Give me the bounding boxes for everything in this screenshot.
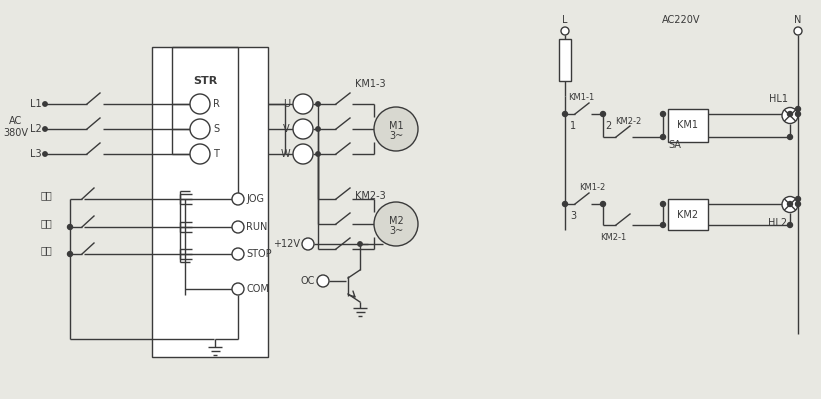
Circle shape: [782, 196, 798, 213]
Circle shape: [190, 94, 210, 114]
Circle shape: [661, 223, 666, 227]
Text: HL2: HL2: [768, 217, 787, 227]
Circle shape: [796, 111, 800, 117]
Text: KM1-3: KM1-3: [355, 79, 385, 89]
Text: 1: 1: [570, 121, 576, 131]
Circle shape: [661, 111, 666, 117]
Circle shape: [562, 201, 567, 207]
Circle shape: [67, 251, 72, 257]
Text: 3: 3: [570, 211, 576, 221]
Circle shape: [787, 134, 792, 140]
Bar: [152, 47, 268, 357]
Bar: [668, 109, 708, 142]
Circle shape: [232, 221, 244, 233]
Circle shape: [661, 201, 666, 207]
Text: L1: L1: [30, 99, 42, 109]
Text: STR: STR: [193, 76, 217, 86]
Text: RUN: RUN: [246, 222, 268, 232]
Text: KM1-1: KM1-1: [568, 93, 594, 101]
Text: S: S: [213, 124, 219, 134]
Circle shape: [796, 196, 800, 201]
Text: OC: OC: [300, 276, 315, 286]
Text: R: R: [213, 99, 220, 109]
Circle shape: [43, 102, 47, 106]
Text: KM2-3: KM2-3: [355, 191, 385, 201]
Text: AC
380V: AC 380V: [3, 116, 29, 138]
Bar: [559, 39, 571, 81]
Circle shape: [561, 27, 569, 35]
Circle shape: [787, 111, 792, 117]
Circle shape: [600, 111, 606, 117]
Circle shape: [796, 107, 800, 111]
Circle shape: [316, 102, 320, 106]
Circle shape: [43, 127, 47, 131]
Text: JOG: JOG: [246, 194, 264, 204]
Text: N: N: [794, 15, 801, 25]
Circle shape: [374, 202, 418, 246]
Text: KM2-2: KM2-2: [615, 117, 641, 126]
Text: HL1: HL1: [768, 95, 787, 105]
Text: T: T: [213, 149, 219, 159]
Text: KM2: KM2: [677, 209, 699, 219]
Circle shape: [232, 283, 244, 295]
Text: W: W: [281, 149, 290, 159]
Circle shape: [293, 94, 313, 114]
Circle shape: [293, 144, 313, 164]
Circle shape: [232, 248, 244, 260]
Text: V: V: [283, 124, 290, 134]
Text: AC220V: AC220V: [663, 15, 701, 25]
Circle shape: [317, 275, 329, 287]
Text: U: U: [283, 99, 290, 109]
Circle shape: [190, 144, 210, 164]
Text: 点动: 点动: [40, 190, 52, 200]
Circle shape: [562, 111, 567, 117]
Text: 3~: 3~: [389, 131, 403, 141]
Circle shape: [190, 119, 210, 139]
Circle shape: [316, 152, 320, 156]
Circle shape: [232, 193, 244, 205]
Text: L: L: [562, 15, 568, 25]
Text: COM: COM: [246, 284, 268, 294]
Circle shape: [293, 119, 313, 139]
Circle shape: [358, 242, 362, 246]
Circle shape: [782, 107, 798, 124]
Text: 启动: 启动: [40, 218, 52, 228]
Text: KM1: KM1: [677, 120, 699, 130]
Circle shape: [796, 201, 800, 207]
Circle shape: [43, 152, 47, 156]
Text: L3: L3: [30, 149, 42, 159]
Circle shape: [374, 107, 418, 151]
Circle shape: [661, 134, 666, 140]
Text: 停止: 停止: [40, 245, 52, 255]
Text: +12V: +12V: [273, 239, 300, 249]
Text: M2: M2: [388, 216, 403, 226]
Text: KM2-1: KM2-1: [600, 233, 626, 241]
Text: M1: M1: [388, 121, 403, 131]
Text: 3~: 3~: [389, 226, 403, 236]
Circle shape: [794, 27, 802, 35]
Circle shape: [787, 201, 792, 207]
Text: L2: L2: [30, 124, 42, 134]
Circle shape: [600, 201, 606, 207]
Circle shape: [787, 223, 792, 227]
Text: KM1-2: KM1-2: [579, 184, 605, 192]
Text: SA: SA: [668, 140, 681, 150]
Text: STOP: STOP: [246, 249, 272, 259]
Bar: [668, 199, 708, 230]
Circle shape: [316, 127, 320, 131]
Circle shape: [302, 238, 314, 250]
Text: 2: 2: [605, 121, 611, 131]
Circle shape: [67, 225, 72, 229]
